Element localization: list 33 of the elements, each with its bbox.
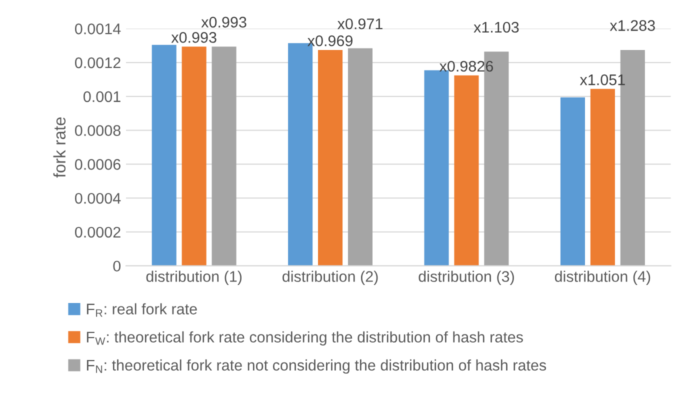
legend-label: F$_{R}$: real fork rate xyxy=(86,303,197,317)
y-tick-label: 0.0006 xyxy=(74,159,120,170)
bar xyxy=(590,88,615,266)
bar xyxy=(182,46,206,266)
bar xyxy=(318,50,343,266)
y-tick-label: 0.0002 xyxy=(74,226,120,238)
data-label: x0.9826 xyxy=(439,60,493,72)
bar xyxy=(454,75,479,266)
y-tick-label: 0.0004 xyxy=(74,192,121,204)
x-tick-label: distribution (4) xyxy=(554,270,650,285)
y-tick-label: 0.0008 xyxy=(74,125,120,136)
x-tick-label: distribution (1) xyxy=(146,270,242,285)
legend-label: F$_{N}$: theoretical fork rate not considering the distribution of hash rates xyxy=(86,359,546,374)
y-tick-label: 0.0012 xyxy=(74,57,120,68)
y-tick-label: 0 xyxy=(113,260,121,272)
x-tick-label: distribution (3) xyxy=(418,270,514,285)
bar xyxy=(152,44,176,266)
data-label: x0.969 xyxy=(308,35,352,46)
y-tick-label: 0.001 xyxy=(83,91,120,102)
x-tick-label: distribution (2) xyxy=(282,270,378,285)
data-label: x1.283 xyxy=(610,20,655,31)
bar xyxy=(424,70,449,266)
data-label: x0.971 xyxy=(337,18,382,30)
bar xyxy=(560,97,585,266)
bar xyxy=(212,46,236,266)
y-tick-label: 0.0014 xyxy=(74,24,121,34)
data-label: x1.103 xyxy=(474,22,519,33)
legend-label: F$_{W}$: theoretical fork rate considering the distribution of hash rates xyxy=(86,331,523,346)
bar xyxy=(348,48,373,266)
data-label: x0.993 xyxy=(171,32,216,43)
data-label: x1.051 xyxy=(580,74,625,86)
y-axis-title: fork rate xyxy=(53,117,66,178)
data-label: x0.993 xyxy=(201,16,246,28)
